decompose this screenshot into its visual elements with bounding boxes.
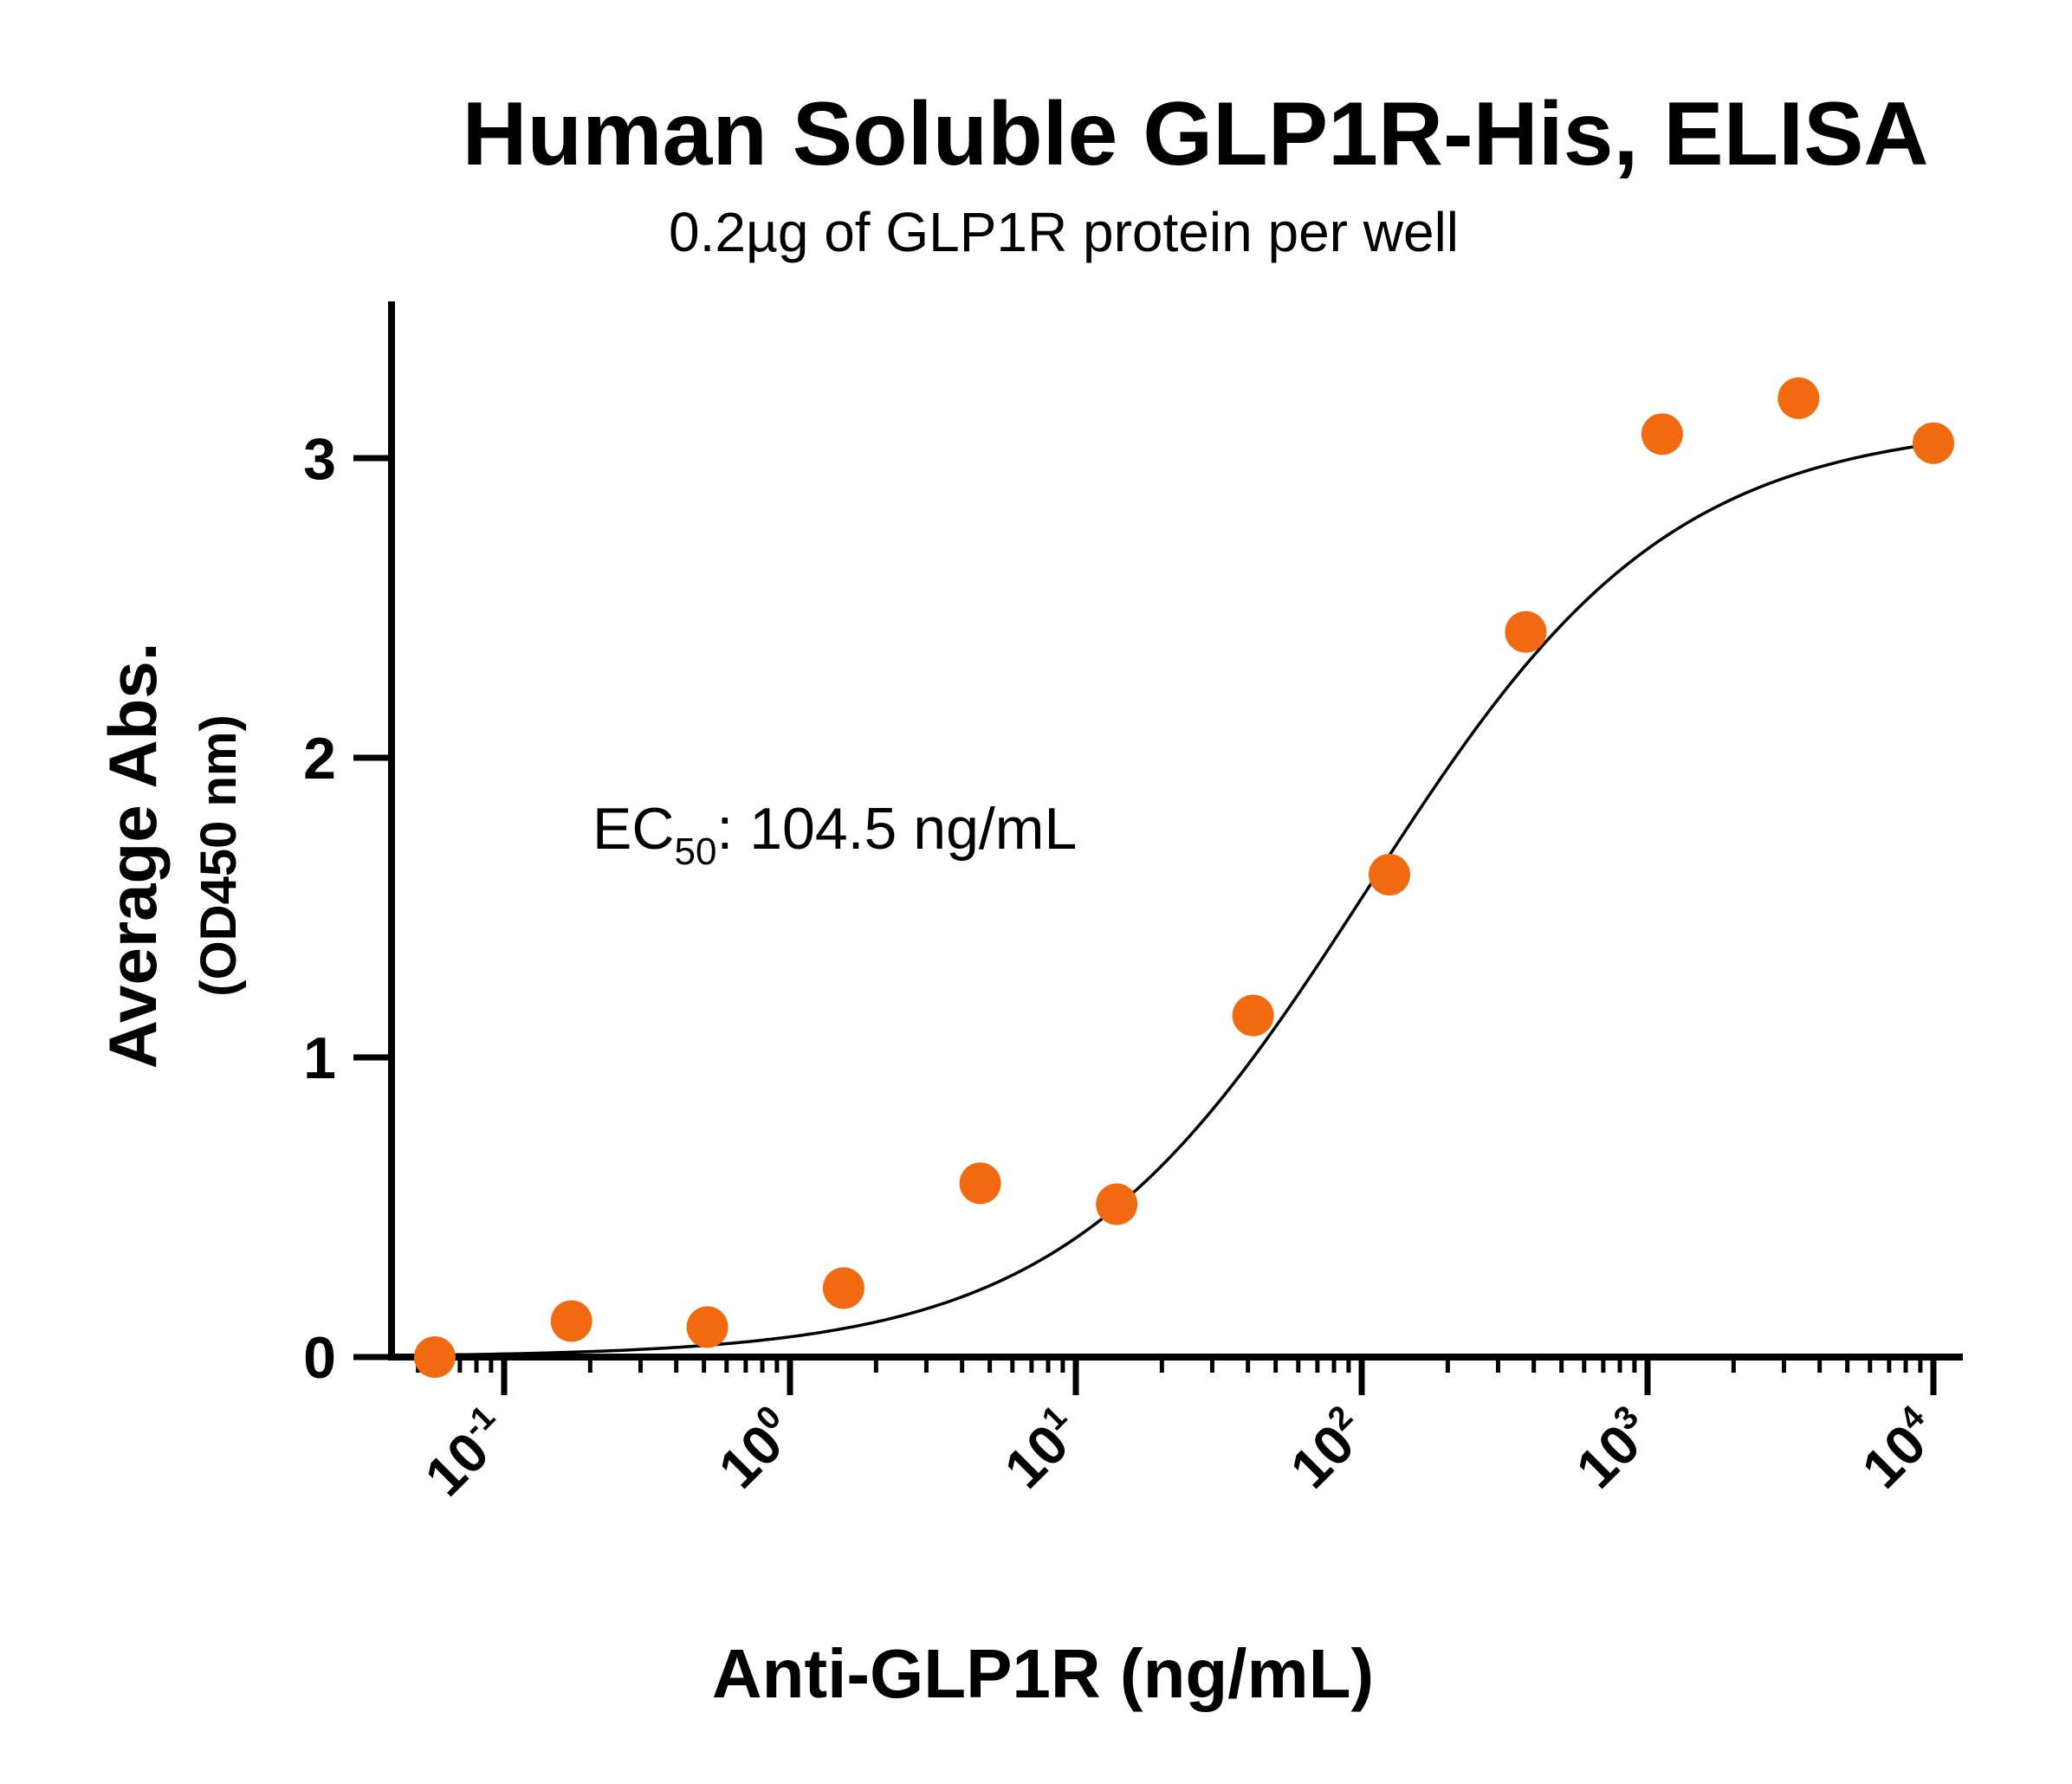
svg-text:103: 103 — [1564, 1399, 1665, 1500]
data-point — [413, 1336, 456, 1378]
data-point — [1641, 413, 1683, 456]
data-point — [1913, 422, 1954, 464]
ec50-prefix: EC — [592, 796, 674, 862]
data-point — [1368, 853, 1410, 895]
y-axis-label: Average Abs. (OD450 nm) — [94, 643, 247, 1070]
ec50-value: : 104.5 ng/mL — [716, 796, 1077, 862]
data-point — [959, 1162, 1001, 1205]
data-point — [1096, 1183, 1138, 1225]
svg-text:100: 100 — [706, 1399, 807, 1500]
fit-curve-group — [434, 442, 1934, 1357]
y-tick-label: 1 — [303, 1025, 336, 1091]
y-tick-label: 3 — [303, 426, 336, 492]
svg-text:10-1: 10-1 — [412, 1399, 521, 1508]
x-tick-label: 100 — [706, 1399, 807, 1500]
data-point — [1232, 994, 1274, 1037]
x-ticks: 10-1 100 101 102 103 104 — [412, 1357, 1951, 1508]
data-point — [1777, 377, 1820, 419]
chart-subtitle: 0.2µg of GLP1R protein per well — [669, 201, 1459, 263]
data-points — [413, 377, 1954, 1378]
svg-text:102: 102 — [1278, 1399, 1379, 1500]
ec50-subscript: 50 — [674, 831, 716, 873]
x-tick-label: 103 — [1564, 1399, 1665, 1500]
axes — [388, 301, 1963, 1361]
x-tick-label: 102 — [1278, 1399, 1379, 1500]
y-tick-label: 2 — [303, 726, 336, 792]
fit-curve — [434, 442, 1934, 1357]
ec50-annotation: EC50: 104.5 ng/mL — [592, 796, 1077, 873]
chart-title: Human Soluble GLP1R-His, ELISA — [462, 84, 1928, 184]
svg-text:104: 104 — [1849, 1399, 1951, 1500]
x-axis-title: Anti-GLP1R (ng/mL) — [712, 1635, 1374, 1712]
y-axis-title: Average Abs. — [94, 643, 171, 1070]
y-axis-subtitle: (OD450 nm) — [191, 714, 247, 997]
svg-text:101: 101 — [992, 1399, 1093, 1500]
x-tick-label: 10-1 — [412, 1399, 521, 1508]
x-tick-label: 101 — [992, 1399, 1093, 1500]
data-point — [1505, 611, 1547, 653]
y-tick-label: 0 — [303, 1325, 336, 1391]
y-ticks: 0 1 2 3 — [303, 426, 392, 1391]
data-point — [686, 1306, 728, 1348]
data-point — [550, 1300, 592, 1342]
x-tick-label: 104 — [1849, 1399, 1951, 1500]
data-point — [822, 1267, 864, 1309]
